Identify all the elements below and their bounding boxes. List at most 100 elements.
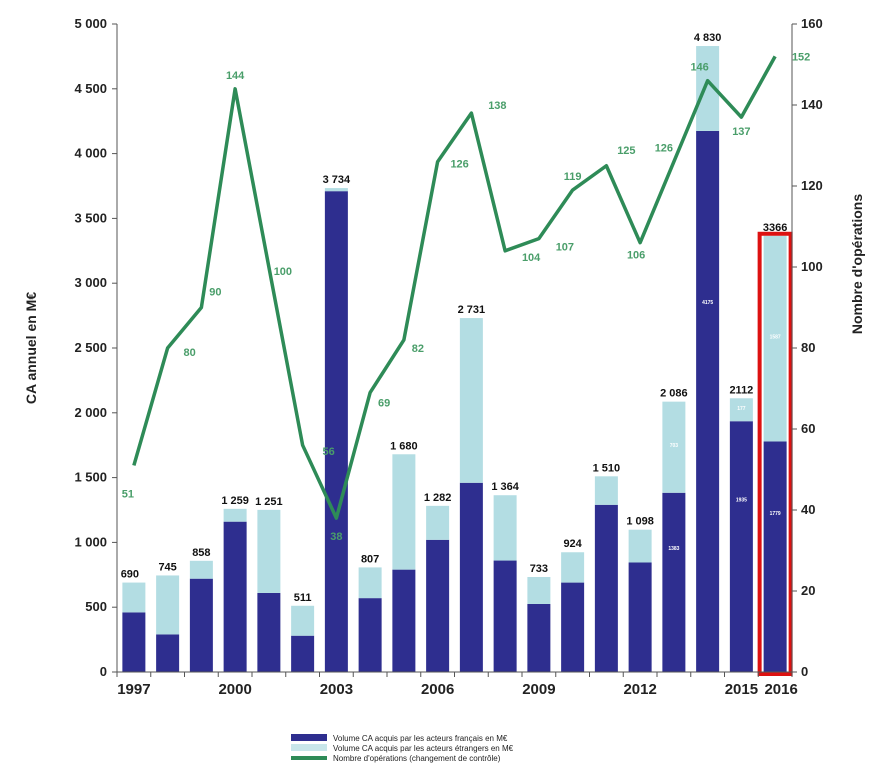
x-tick-label-2012: 2012: [623, 681, 656, 698]
bar-french-1997: [122, 612, 146, 672]
bar-french-2001: [257, 592, 281, 672]
y2-tick-label: 120: [801, 178, 823, 193]
operations-label-1998: 80: [184, 347, 196, 359]
bar-french-2010: [561, 582, 585, 672]
y-tick-label: 3 000: [74, 275, 107, 290]
bar-total-label-2010: 924: [563, 538, 582, 550]
bar-french-label-2014: 4175: [702, 300, 713, 306]
bar-french-label-2013: 1383: [668, 546, 679, 552]
y2-tick-label: 20: [801, 583, 815, 598]
y2-tick-label: 160: [801, 16, 823, 31]
y-tick-label: 4 000: [74, 146, 107, 161]
bar-total-label-2002: 511: [294, 592, 312, 604]
y2-tick-label: 100: [801, 259, 823, 274]
bar-foreign-label-2015: 177: [737, 406, 746, 412]
y-axis-title: CA annuel en M€: [23, 292, 39, 404]
y-tick-label: 1 500: [74, 470, 107, 485]
operations-label-2015: 137: [732, 126, 750, 138]
bar-french-1998: [156, 634, 180, 672]
operations-label-2008: 104: [522, 252, 541, 264]
bar-french-2008: [493, 560, 517, 672]
y2-tick-label: 60: [801, 421, 815, 436]
operations-label-1997: 51: [122, 488, 134, 500]
y2-tick-label: 140: [801, 97, 823, 112]
operations-label-2011: 125: [617, 145, 635, 157]
y-tick-label: 0: [100, 664, 107, 679]
operations-label-2003: 38: [330, 531, 342, 543]
bar-total-label-2001: 1 251: [255, 496, 283, 508]
x-tick-label-1997: 1997: [117, 681, 150, 698]
y2-tick-label: 40: [801, 502, 815, 517]
bar-foreign-1999: [189, 560, 213, 579]
bar-foreign-2004: [358, 567, 382, 599]
operations-label-1999: 90: [209, 287, 221, 299]
x-tick-label-2003: 2003: [320, 681, 353, 698]
bar-french-2011: [594, 504, 618, 672]
bar-foreign-2016: [763, 235, 787, 442]
y-tick-label: 2 500: [74, 340, 107, 355]
bar-foreign-1997: [122, 582, 146, 613]
bar-total-label-2015: 2112: [729, 384, 753, 396]
bar-french-label-2016: 1779: [770, 511, 781, 517]
operations-label-2010: 119: [564, 171, 582, 183]
bar-french-2005: [392, 569, 416, 672]
y2-tick-label: 0: [801, 664, 808, 679]
legend-label-0: Volume CA acquis par les acteurs françai…: [333, 734, 508, 743]
bar-total-label-2009: 733: [530, 563, 548, 575]
legend-label-1: Volume CA acquis par les acteurs étrange…: [333, 744, 514, 753]
operations-line: [132, 55, 777, 520]
bar-foreign-2007: [459, 318, 483, 483]
bar-foreign-label-2013: 703: [670, 443, 679, 449]
bar-foreign-2001: [257, 509, 281, 593]
operations-label-2004: 69: [378, 398, 390, 410]
bar-total-label-2003: 3 734: [323, 174, 351, 186]
legend-swatch-0: [291, 734, 327, 741]
bar-french-2006: [426, 539, 450, 672]
operations-label-2007: 138: [488, 100, 506, 112]
operations-label-2000: 144: [226, 70, 245, 82]
bar-total-label-2016: 3366: [763, 222, 787, 234]
x-tick-label-2000: 2000: [218, 681, 251, 698]
operations-label-2014: 146: [690, 62, 708, 74]
operations-label-2006: 126: [450, 159, 468, 171]
bar-foreign-2009: [527, 577, 551, 604]
bar-total-label-2004: 807: [361, 553, 379, 565]
bar-foreign-label-2016: 1587: [770, 335, 781, 341]
bar-foreign-2010: [561, 552, 585, 583]
bar-foreign-2002: [291, 605, 315, 636]
bar-foreign-2003: [324, 188, 348, 192]
bar-french-2003: [324, 191, 348, 672]
bar-total-label-2005: 1 680: [390, 440, 418, 452]
bar-french-2009: [527, 603, 551, 672]
bar-total-label-2011: 1 510: [593, 462, 621, 474]
y-tick-label: 4 500: [74, 81, 107, 96]
bar-foreign-2005: [392, 454, 416, 570]
operations-label-2001: 100: [274, 266, 292, 278]
bar-foreign-1998: [156, 575, 180, 635]
bar-french-2013: [662, 492, 686, 672]
operations-label-2013: 126: [655, 143, 673, 155]
operations-label-2012: 106: [627, 250, 645, 262]
bar-total-label-2006: 1 282: [424, 492, 452, 504]
operations-label-2009: 107: [556, 242, 574, 254]
bar-foreign-2013: [662, 401, 686, 493]
bar-foreign-2006: [426, 505, 450, 540]
y-tick-label: 500: [85, 599, 107, 614]
axes-layer: 0 500 1 000 1 500 2 000 2 500 3 000 3 500 4 000 4…: [23, 16, 865, 698]
bar-total-label-1998: 745: [158, 561, 176, 573]
bars-layer: [122, 46, 787, 673]
bar-foreign-2015: [729, 398, 753, 422]
x-tick-label-2016: 2016: [764, 681, 797, 698]
bar-total-label-2013: 2 086: [660, 388, 688, 400]
x-tick-label-2006: 2006: [421, 681, 454, 698]
bar-french-2004: [358, 598, 382, 672]
legend-swatch-1: [291, 744, 327, 751]
bar-total-label-1997: 690: [121, 569, 139, 581]
legend: Volume CA acquis par les acteurs françai…: [291, 734, 514, 763]
y-tick-label: 5 000: [74, 16, 107, 31]
bar-total-label-1999: 858: [192, 547, 210, 559]
bar-foreign-2014: [696, 46, 720, 131]
y-tick-label: 1 000: [74, 534, 107, 549]
